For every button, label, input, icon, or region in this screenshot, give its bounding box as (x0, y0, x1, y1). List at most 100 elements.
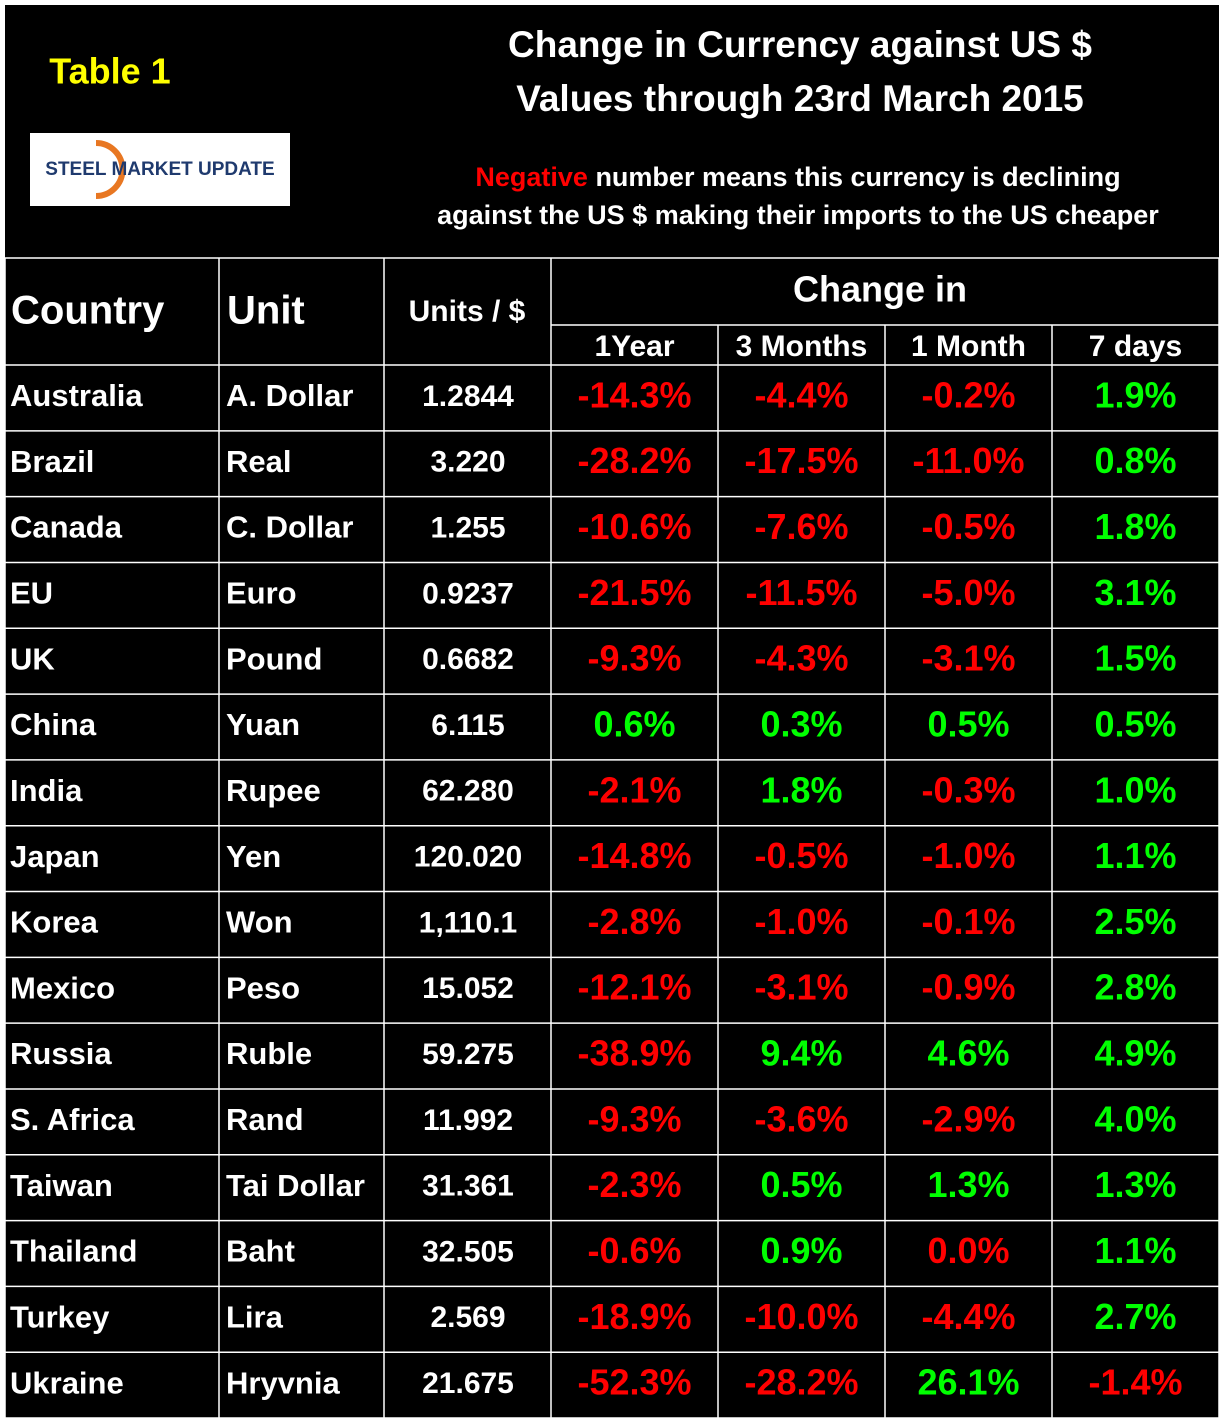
change: 1.8% (760, 769, 842, 810)
change: -5.0% (921, 572, 1015, 613)
group-header: Change in (793, 269, 967, 310)
change: -3.1% (921, 638, 1015, 679)
unit: Euro (226, 576, 297, 611)
change: 4.0% (1094, 1098, 1176, 1139)
unit: Tai Dollar (226, 1168, 365, 1203)
country: Japan (10, 839, 100, 874)
change: -10.6% (577, 506, 691, 547)
change: -2.9% (921, 1098, 1015, 1139)
change: -0.9% (921, 967, 1015, 1008)
change: -12.1% (577, 967, 691, 1008)
period-header: 1Year (594, 330, 674, 363)
change: 1.3% (927, 1164, 1009, 1205)
change: 26.1% (917, 1362, 1019, 1403)
change: 3.1% (1094, 572, 1176, 613)
logo-box (30, 133, 290, 206)
change: 1.9% (1094, 374, 1176, 415)
change: 1.8% (1094, 506, 1176, 547)
change: 0.6% (593, 703, 675, 744)
change: 2.5% (1094, 901, 1176, 942)
country: Ukraine (10, 1365, 124, 1400)
rate: 0.9237 (422, 577, 514, 610)
rate: 120.020 (414, 841, 522, 874)
rate: 1,110.1 (419, 906, 517, 939)
column-header: Country (11, 289, 165, 333)
change: -4.4% (921, 1296, 1015, 1337)
country: Mexico (10, 970, 115, 1005)
change: -9.3% (587, 1098, 681, 1139)
country: Canada (10, 510, 123, 545)
change: -7.6% (754, 506, 848, 547)
change: -1.0% (754, 901, 848, 942)
country: China (10, 707, 97, 742)
change: -4.4% (754, 374, 848, 415)
change: -14.8% (577, 835, 691, 876)
rate: 21.675 (422, 1367, 514, 1400)
country: Taiwan (10, 1168, 113, 1203)
change: -3.1% (754, 967, 848, 1008)
rate: 15.052 (422, 972, 514, 1005)
table-label: Table 1 (49, 51, 170, 92)
title-line: Change in Currency against US $ (508, 24, 1092, 65)
unit: Hryvnia (226, 1365, 340, 1400)
change: 0.5% (927, 703, 1009, 744)
unit: Lira (226, 1299, 284, 1334)
country: India (10, 773, 83, 808)
change: -52.3% (577, 1362, 691, 1403)
unit: C. Dollar (226, 510, 353, 545)
country: Korea (10, 905, 99, 940)
change: -21.5% (577, 572, 691, 613)
change: 1.3% (1094, 1164, 1176, 1205)
change: -28.2% (744, 1362, 858, 1403)
unit: Baht (226, 1234, 295, 1269)
change: -2.8% (587, 901, 681, 942)
unit: A. Dollar (226, 378, 353, 413)
rate: 31.361 (422, 1170, 514, 1203)
unit: Won (226, 905, 293, 940)
unit: Rand (226, 1102, 304, 1137)
period-header: 1 Month (911, 330, 1026, 363)
rate: 32.505 (422, 1235, 514, 1268)
change: -11.5% (745, 572, 857, 613)
change: -1.4% (1088, 1362, 1182, 1403)
change: 0.8% (1094, 440, 1176, 481)
period-header: 7 days (1089, 330, 1182, 363)
change: -10.0% (744, 1296, 858, 1337)
note-text: number means this currency is declining (588, 162, 1121, 192)
rate: 59.275 (422, 1038, 514, 1071)
change: -1.0% (921, 835, 1015, 876)
unit: Rupee (226, 773, 321, 808)
change: -14.3% (577, 374, 691, 415)
unit: Yuan (226, 707, 300, 742)
rate: 1.2844 (422, 380, 514, 413)
column-header: Unit (227, 289, 305, 333)
rate: 62.280 (422, 775, 514, 808)
note-line: against the US $ making their imports to… (437, 200, 1159, 230)
change: -18.9% (577, 1296, 691, 1337)
unit: Pound (226, 641, 322, 676)
change: -2.3% (587, 1164, 681, 1205)
change: -28.2% (577, 440, 691, 481)
change: 0.0% (927, 1230, 1009, 1271)
change: 2.8% (1094, 967, 1176, 1008)
rate: 11.992 (423, 1104, 513, 1137)
change: -0.3% (921, 769, 1015, 810)
unit: Peso (226, 970, 300, 1005)
change: 1.0% (1094, 769, 1176, 810)
change: 4.9% (1094, 1033, 1176, 1074)
country: EU (10, 576, 53, 611)
change: -2.1% (587, 769, 681, 810)
logo: STEEL MARKET UPDATE (30, 133, 290, 206)
column-header: Units / $ (409, 295, 526, 328)
note-line: Negative number means this currency is d… (475, 162, 1120, 192)
change: -17.5% (744, 440, 858, 481)
rate: 2.569 (430, 1301, 505, 1334)
change: 0.3% (760, 703, 842, 744)
title-line: Values through 23rd March 2015 (516, 78, 1084, 119)
change: -0.1% (921, 901, 1015, 942)
change: -38.9% (577, 1033, 691, 1074)
panel (5, 5, 1219, 1418)
change: 0.5% (760, 1164, 842, 1205)
logo-text: STEEL MARKET UPDATE (45, 159, 274, 180)
